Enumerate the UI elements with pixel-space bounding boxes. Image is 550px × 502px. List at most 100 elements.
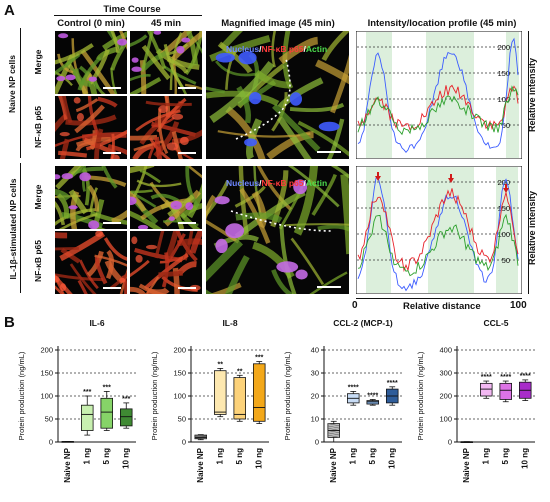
- micrograph-magnified-naive: [206, 31, 349, 159]
- micrograph-naive-45-merge: [130, 31, 202, 94]
- category-label: 5 ng: [501, 448, 510, 465]
- profile-x-label: Relative distance: [403, 301, 481, 312]
- category-label: 1 ng: [348, 448, 357, 465]
- legend-nfkb: NF-κB p65: [261, 44, 304, 54]
- row-label-merge-il1b: Merge: [33, 184, 43, 210]
- y-tick-label: 200: [40, 346, 53, 355]
- y-axis-label: Protein production (ng/mL): [150, 351, 159, 440]
- row-label-merge-naive: Merge: [33, 49, 43, 75]
- significance-label: ****: [500, 374, 511, 381]
- legend-sep: /: [303, 44, 306, 54]
- category-label: 10 ng: [254, 448, 263, 469]
- intensity-profile-naive: 200 150 100 50: [355, 30, 523, 160]
- col-label-control: Control (0 min): [57, 18, 125, 29]
- box-3: [252, 363, 266, 422]
- category-label: Naive NP: [196, 447, 205, 482]
- box-3: [120, 408, 133, 427]
- chart-title: IL-6: [89, 318, 104, 328]
- y-tick-label: 0: [49, 438, 53, 447]
- profile-x-axis-line: [356, 298, 522, 299]
- y-tick-label: 150: [40, 369, 53, 378]
- col-label-magnified: Magnified image (45 min): [221, 18, 335, 29]
- group-bracket-naive: [20, 28, 21, 158]
- significance-label: ***: [122, 396, 130, 403]
- category-label: Naive NP: [462, 447, 471, 482]
- y-tick-label: 0: [315, 438, 319, 447]
- category-label: Naive NP: [63, 447, 72, 482]
- profile-x-label-0: 0: [352, 300, 358, 311]
- micrograph-magnified-il1b: [206, 166, 349, 294]
- significance-label: **: [218, 361, 224, 368]
- micrograph-naive-control-merge: [55, 31, 127, 94]
- y-tick-label: 40: [311, 346, 319, 355]
- significance-label: ****: [387, 380, 398, 387]
- legend-actin: Actin: [305, 178, 328, 188]
- y-tick-label: 300: [439, 369, 452, 378]
- micrograph-il1b-45-merge: [130, 166, 202, 229]
- profile-ytick-label: 150: [497, 204, 510, 213]
- box-2: [233, 377, 246, 420]
- y-tick-label: 30: [311, 369, 319, 378]
- box-1: [479, 382, 493, 397]
- chart-title: CCL-2 (MCP-1): [333, 318, 393, 328]
- significance-label: ****: [520, 373, 531, 380]
- panel-a-letter: A: [4, 2, 15, 19]
- boxplot-1: IL-8 Protein production (ng/mL) 0 50 100 150 2…: [150, 318, 269, 483]
- profile-y-label-naive: Relative intensity: [527, 57, 537, 133]
- significance-label: ****: [481, 374, 492, 381]
- y-tick-label: 50: [45, 415, 53, 424]
- significance-label: ***: [83, 389, 91, 396]
- profile-ytick-label: 100: [497, 95, 510, 104]
- boxplot-0: IL-6 Protein production (ng/mL) 0 50 100 150 2…: [17, 318, 136, 483]
- category-label: 10 ng: [121, 448, 130, 469]
- col-label-profile: Intensity/location profile (45 min): [367, 18, 517, 29]
- box-2: [366, 400, 379, 405]
- micrograph-il1b-45-nfkb: [130, 231, 202, 294]
- category-label: 1 ng: [481, 448, 490, 465]
- y-tick-label: 0: [448, 438, 452, 447]
- legend-actin: Actin: [305, 44, 328, 54]
- chart-title: CCL-5: [483, 318, 508, 328]
- box-1: [213, 370, 227, 415]
- y-tick-label: 0: [182, 438, 186, 447]
- legend-nucleus: Nucleus: [226, 178, 260, 188]
- y-tick-label: 10: [311, 415, 319, 424]
- y-tick-label: 100: [173, 392, 186, 401]
- category-label: 1 ng: [82, 448, 91, 465]
- y-tick-label: 400: [439, 346, 452, 355]
- y-axis-label: Protein production (ng/mL): [17, 351, 26, 440]
- legend-nfkb: NF-κB p65: [261, 178, 304, 188]
- profile-ytick-label: 150: [497, 69, 510, 78]
- y-tick-label: 150: [173, 369, 186, 378]
- category-label: 10 ng: [520, 448, 529, 469]
- profile-ytick-label: 100: [497, 230, 510, 239]
- legend-naive: Nucleus/NF-κB p65/Actin: [226, 44, 327, 54]
- y-tick-label: 200: [173, 346, 186, 355]
- group-label-il1b: IL-1β-stimulated NP cells: [8, 178, 18, 280]
- legend-sep: /: [259, 178, 262, 188]
- significance-label: ***: [103, 384, 111, 391]
- profile-ytick-label: 200: [497, 43, 510, 52]
- y-tick-label: 20: [311, 392, 319, 401]
- box-1: [81, 404, 94, 431]
- legend-sep: /: [303, 178, 306, 188]
- boxplot-3: CCL-5 Protein production (ng/mL) 0 100 200 30…: [416, 318, 535, 483]
- group-bracket-il1b: [20, 163, 21, 293]
- micrograph-il1b-control-nfkb: [55, 231, 127, 294]
- category-label: 1 ng: [215, 448, 224, 465]
- micrograph-naive-45-nfkb: [130, 96, 202, 159]
- col-label-45min: 45 min: [150, 18, 182, 29]
- micrograph-il1b-control-merge: [55, 166, 127, 229]
- category-label: 5 ng: [368, 448, 377, 465]
- significance-label: ****: [367, 392, 378, 399]
- time-course-line: [54, 15, 202, 16]
- y-tick-label: 100: [40, 392, 53, 401]
- y-tick-label: 100: [439, 415, 452, 424]
- significance-label: ***: [255, 355, 263, 362]
- panel-b-letter: B: [4, 314, 15, 331]
- y-axis-label: Protein production (ng/mL): [283, 351, 292, 440]
- micrograph-naive-control-nfkb: [55, 96, 127, 159]
- y-tick-label: 200: [439, 392, 452, 401]
